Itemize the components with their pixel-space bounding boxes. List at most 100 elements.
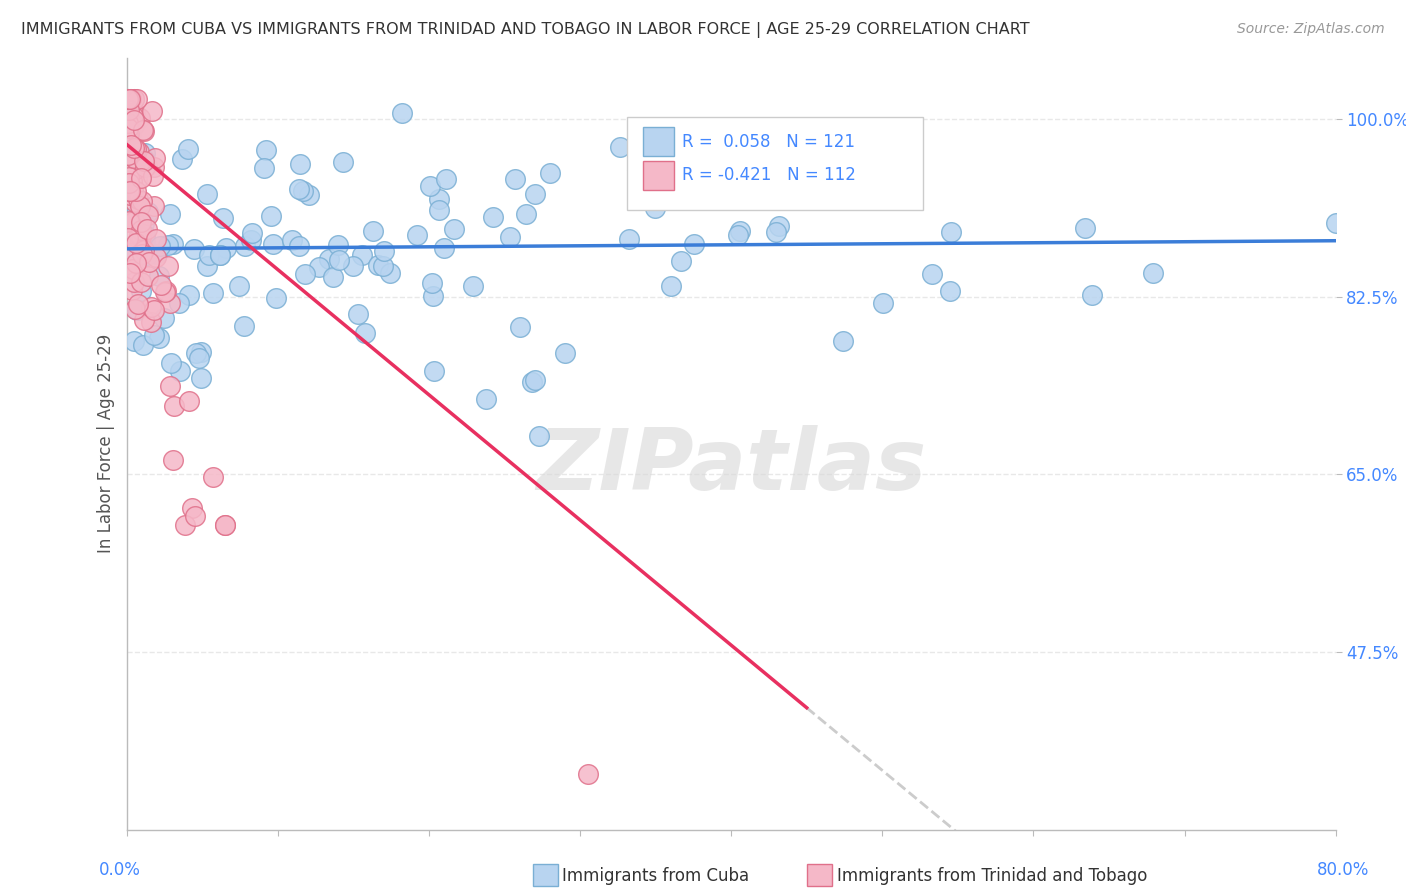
Point [159, 379, 181, 393]
Y-axis label: In Labor Force | Age 25-29: In Labor Force | Age 25-29 [97, 334, 115, 553]
Point [127, 297, 149, 311]
Point [118, 187, 141, 202]
Point [117, 184, 139, 198]
Point [198, 248, 221, 262]
Point [253, 161, 276, 176]
Point [122, 248, 145, 262]
Point [128, 235, 150, 249]
Point [673, 150, 696, 164]
Point [1074, 220, 1097, 235]
Point [350, 248, 373, 262]
Text: 80.0%: 80.0% [1316, 861, 1369, 879]
Point [122, 334, 145, 349]
Point [332, 154, 354, 169]
Point [120, 92, 142, 106]
Point [509, 320, 531, 334]
Point [290, 157, 312, 171]
Point [240, 226, 263, 240]
Point [463, 279, 485, 293]
Point [683, 236, 706, 251]
Point [132, 124, 155, 138]
Point [378, 266, 401, 280]
Point [120, 92, 142, 106]
Point [742, 178, 765, 193]
Point [727, 228, 749, 243]
Point [117, 121, 139, 136]
Point [318, 252, 340, 267]
Point [371, 259, 394, 273]
Point [347, 307, 370, 321]
Point [281, 233, 304, 247]
Point [129, 199, 152, 213]
Point [128, 111, 150, 125]
Point [134, 233, 156, 247]
Point [143, 199, 166, 213]
Point [156, 259, 179, 273]
Point [201, 285, 224, 300]
Point [419, 179, 441, 194]
Point [125, 256, 148, 270]
Point [353, 326, 375, 340]
Point [135, 248, 157, 262]
Point [190, 371, 212, 385]
Point [139, 301, 162, 315]
Point [214, 518, 236, 533]
Point [124, 236, 146, 251]
Point [117, 116, 139, 130]
Point [190, 345, 212, 359]
Point [183, 243, 205, 257]
Point [131, 194, 153, 209]
Point [626, 163, 648, 178]
Text: R =  0.058   N = 121: R = 0.058 N = 121 [682, 133, 855, 151]
Point [124, 105, 146, 120]
Point [765, 225, 787, 239]
Point [202, 469, 225, 483]
Point [118, 163, 141, 178]
Point [143, 328, 166, 343]
Point [122, 262, 145, 277]
Point [443, 222, 465, 236]
Point [195, 259, 218, 273]
Point [122, 141, 145, 155]
Point [328, 252, 350, 267]
Point [142, 169, 165, 184]
Point [167, 295, 190, 310]
Point [127, 192, 149, 206]
Point [367, 259, 389, 273]
Point [433, 241, 456, 255]
Point [128, 227, 150, 242]
Point [142, 161, 165, 175]
Point [554, 345, 576, 359]
Point [120, 92, 142, 106]
Point [117, 214, 139, 228]
Point [160, 356, 183, 370]
Point [1142, 266, 1164, 280]
Point [423, 364, 446, 378]
Point [118, 103, 141, 118]
Point [118, 127, 141, 141]
Point [121, 283, 143, 297]
Point [214, 518, 236, 533]
Point [148, 330, 170, 344]
Point [145, 251, 167, 265]
Point [118, 169, 141, 184]
Point [155, 285, 177, 300]
Point [298, 188, 321, 202]
Point [129, 285, 152, 299]
Point [122, 190, 145, 204]
Point [149, 239, 172, 253]
Point [180, 501, 202, 516]
Point [124, 301, 146, 316]
Point [503, 172, 526, 186]
Text: R = -0.421   N = 112: R = -0.421 N = 112 [682, 167, 856, 185]
Point [141, 103, 163, 118]
Text: 0.0%: 0.0% [98, 861, 141, 879]
Point [120, 114, 142, 128]
Point [427, 203, 450, 218]
Point [538, 166, 561, 180]
Point [122, 214, 145, 228]
Point [179, 288, 201, 302]
Point [434, 172, 457, 186]
Point [524, 186, 547, 201]
Point [322, 270, 344, 285]
